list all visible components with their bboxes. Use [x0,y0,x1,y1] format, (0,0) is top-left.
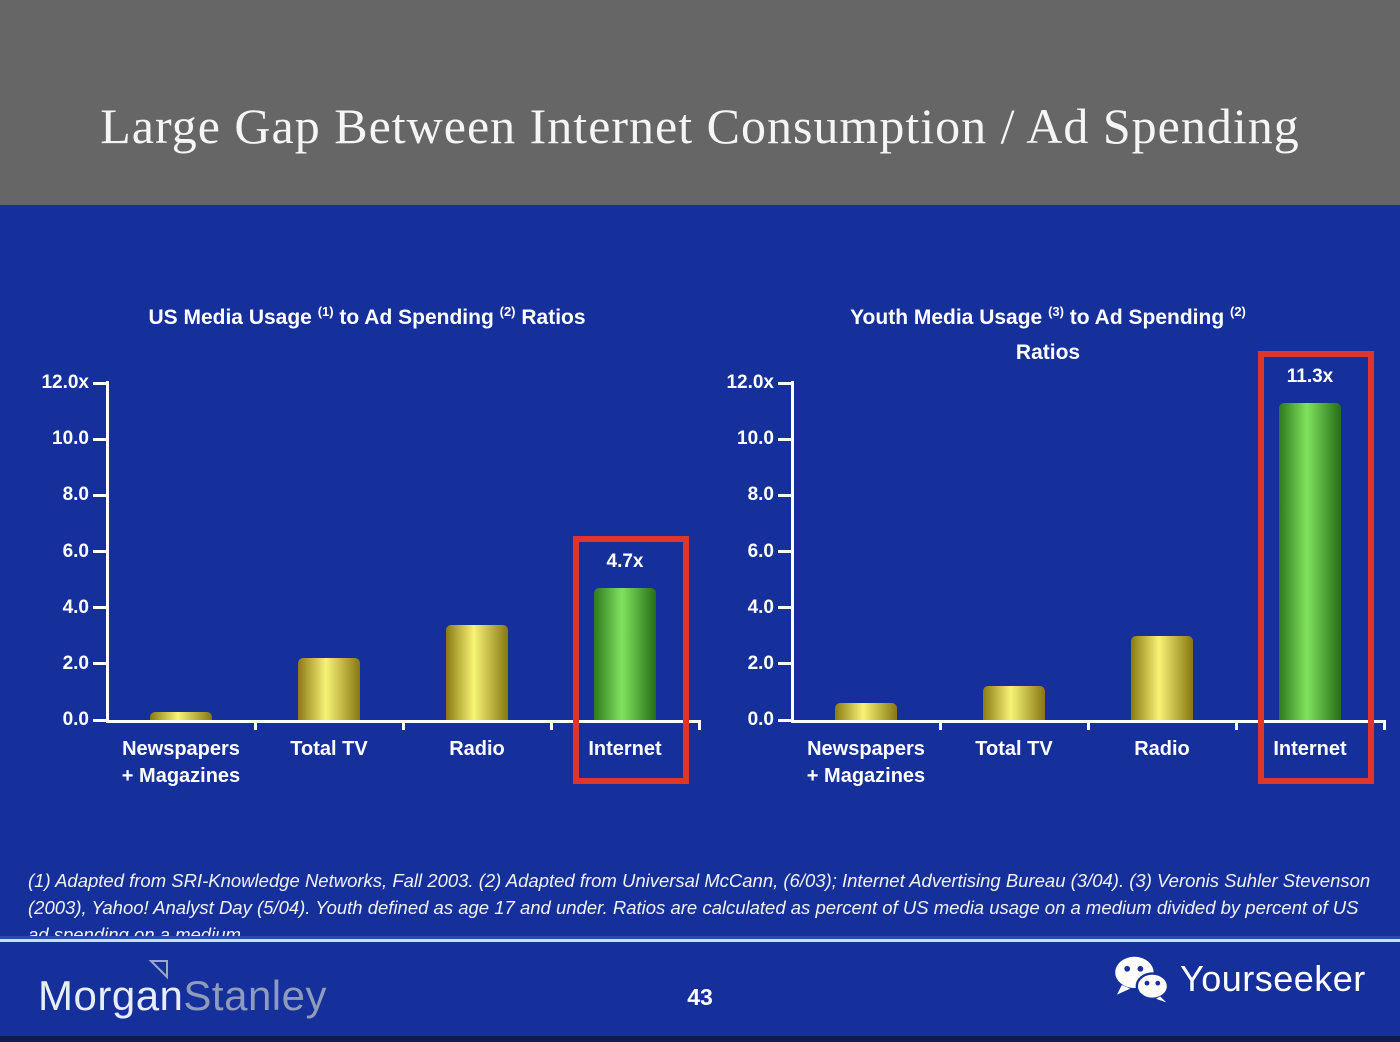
category-label: Newspapers + Magazines [121,738,241,787]
y-tick-label: 8.0 [62,484,89,506]
x-tick [697,723,701,730]
bar-value-label: 4.7x [606,551,644,572]
charts-layer: US Media Usage (1) to Ad Spending (2) Ra… [0,205,1400,937]
y-tick-label: 0.0 [62,709,89,730]
bar [1131,635,1193,720]
y-tick [93,437,107,441]
brand-part-2: Stanley [183,972,327,1019]
chart-us-title: US Media Usage (1) to Ad Spending (2) Ra… [148,304,586,329]
y-tick-label: 12.0x [726,372,774,393]
wechat-icon [1115,956,1170,1003]
bar [835,703,897,720]
y-tick [778,437,792,441]
yourseeker-watermark: Yourseeker [1112,955,1366,1003]
y-tick [93,493,107,497]
y-axis [790,381,794,723]
y-tick [93,381,107,385]
slide-title: Large Gap Between Internet Consumption /… [100,98,1300,154]
y-tick [93,718,107,722]
bar [150,711,212,720]
category-label: Total TV [975,738,1053,760]
bar [594,588,656,720]
x-tick [938,723,942,730]
x-tick [401,723,405,730]
x-axis [105,720,701,723]
y-tick [778,718,792,722]
x-tick [253,723,257,730]
y-tick [93,606,107,610]
highlight-box [1258,350,1374,784]
pennant-triangle-icon [148,960,168,980]
category-label: Radio [1134,738,1190,760]
bottom-edge-strip [0,1036,1400,1042]
watermark-label: Yourseeker [1180,958,1366,999]
bar [983,686,1045,720]
y-tick-label: 4.0 [62,596,89,618]
category-label: Newspapers + Magazines [806,738,926,787]
y-tick-label: 10.0 [52,428,89,450]
category-label: Radio [449,738,505,760]
bar-value-label: 11.3x [1286,365,1334,387]
y-tick-label: 2.0 [747,652,774,674]
chart-youth-title: Youth Media Usage (3) to Ad Spending (2)… [850,304,1246,364]
y-tick-label: 10.0 [737,428,774,450]
y-tick [778,606,792,610]
y-tick [93,550,107,553]
y-tick-label: 0.0 [747,709,774,730]
y-tick [778,550,792,553]
x-tick [1234,723,1238,730]
x-tick [549,723,553,730]
y-tick [93,662,107,666]
y-tick-label: 6.0 [747,540,774,562]
y-tick [778,662,792,666]
bar [298,658,360,720]
y-tick [778,493,792,497]
y-tick-label: 4.0 [747,596,774,618]
x-tick [1086,723,1090,730]
category-label: Total TV [290,738,368,760]
y-tick-label: 8.0 [747,484,774,506]
footer-separator [0,936,1400,946]
y-tick-label: 2.0 [62,652,89,674]
highlight-box [573,536,689,784]
y-tick-label: 6.0 [62,540,89,562]
y-tick-label: 12.0x [41,372,89,393]
morgan-stanley-logo: MorganStanley [38,972,327,1020]
bar [1279,402,1341,720]
brand-part-1: Morgan [38,972,184,1019]
category-label: Internet [588,738,662,760]
x-tick [1382,723,1386,730]
bar [446,624,508,720]
category-label: Internet [1273,738,1347,760]
y-tick [778,381,792,385]
page-number: 43 [687,984,713,1010]
x-axis [790,720,1386,723]
slide-header [0,0,1400,205]
y-axis [105,381,109,723]
